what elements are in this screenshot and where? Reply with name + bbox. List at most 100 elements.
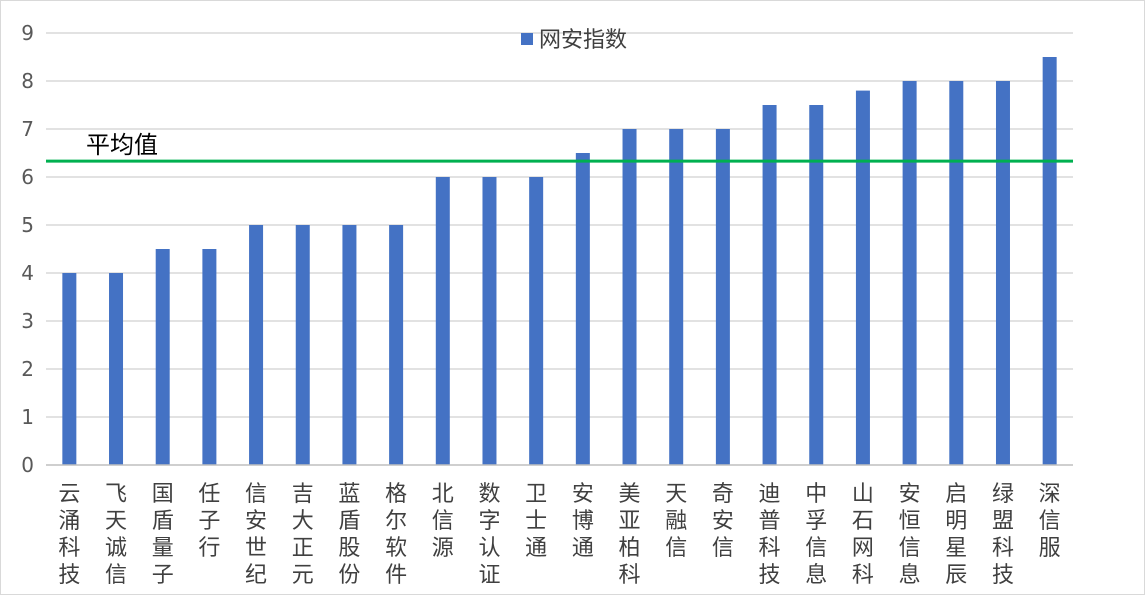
category-label-char: 融: [665, 509, 687, 534]
bar: [435, 177, 450, 465]
category-label-char: 恒: [899, 509, 921, 534]
category-label-char: 数: [478, 482, 500, 507]
category-label-char: 辰: [945, 563, 967, 588]
bar: [389, 225, 404, 465]
category-label-char: 正: [292, 536, 314, 561]
category-label-char: 云: [58, 482, 80, 507]
bar: [482, 177, 497, 465]
bar: [949, 81, 964, 465]
category-label-char: 安: [572, 482, 594, 507]
category-label-char: 科: [992, 536, 1014, 561]
category-label-char: 科: [619, 563, 641, 588]
y-tick-label: 6: [21, 165, 34, 189]
category-label-char: 子: [198, 509, 220, 534]
category-label-char: 子: [152, 563, 174, 588]
category-label-char: 任: [198, 482, 220, 507]
category-label-char: 源: [432, 536, 454, 561]
category-label-char: 技: [58, 563, 80, 588]
category-label-char: 元: [292, 563, 314, 588]
bar: [622, 129, 637, 465]
bar: [669, 129, 684, 465]
category-label-char: 技: [992, 563, 1014, 588]
y-tick-label: 9: [21, 21, 34, 45]
category-label-char: 美: [619, 482, 641, 507]
category-label-char: 柏: [619, 536, 641, 561]
category-label-char: 蓝: [338, 482, 360, 507]
category-label-char: 博: [572, 509, 594, 534]
category-label-char: 世: [245, 536, 267, 561]
bar: [249, 225, 264, 465]
category-label-char: 启: [945, 482, 967, 507]
y-tick-label: 1: [21, 405, 34, 429]
category-label-char: 信: [1039, 509, 1061, 534]
category-label-char: 信: [899, 536, 921, 561]
bar: [155, 249, 170, 465]
y-tick-label: 5: [21, 213, 34, 237]
category-label-char: 安: [712, 509, 734, 534]
category-label-char: 奇: [712, 482, 734, 507]
bar: [995, 81, 1010, 465]
category-label-char: 件: [385, 563, 407, 588]
category-label-char: 息: [805, 563, 827, 588]
category-label-char: 安: [899, 482, 921, 507]
bar: [295, 225, 310, 465]
bar: [809, 105, 824, 465]
gridlines: [46, 32, 1073, 418]
category-label-char: 尔: [385, 509, 407, 534]
category-label-char: 山: [852, 482, 874, 507]
category-label-char: 吉: [292, 482, 314, 507]
bars: [62, 57, 1057, 465]
legend-swatch: [521, 33, 533, 45]
y-tick-label: 4: [21, 261, 34, 285]
y-tick-label: 8: [21, 69, 34, 93]
category-label-char: 星: [945, 536, 967, 561]
average-line-group: 平均值: [46, 131, 1073, 163]
category-label-char: 格: [385, 482, 407, 507]
category-label-char: 信: [105, 563, 127, 588]
category-label-char: 证: [478, 563, 500, 588]
legend: 网安指数: [521, 28, 627, 53]
category-label-char: 天: [665, 482, 687, 507]
average-line-label: 平均值: [86, 131, 158, 159]
category-label-char: 孚: [805, 509, 827, 534]
category-label-char: 科: [759, 536, 781, 561]
category-label-char: 诚: [105, 536, 127, 561]
category-label-char: 通: [572, 536, 594, 561]
category-label-char: 信: [665, 536, 687, 561]
category-label-char: 中: [805, 482, 827, 507]
category-label-char: 息: [899, 563, 921, 588]
bar: [62, 273, 77, 465]
y-axis-ticks: 0 1 2 3 4 5 6 7 8 9: [21, 21, 34, 477]
category-label-char: 飞: [105, 482, 127, 507]
category-label-char: 份: [338, 563, 360, 588]
category-label-char: 盾: [338, 509, 360, 534]
category-label-char: 服: [1039, 536, 1061, 561]
bar: [762, 105, 777, 465]
category-label-char: 迪: [759, 482, 781, 507]
bar: [855, 90, 870, 465]
category-label-char: 士: [525, 509, 547, 534]
category-label-char: 行: [198, 536, 220, 561]
category-label-char: 信: [245, 482, 267, 507]
category-label-char: 天: [105, 509, 127, 534]
bar: [715, 129, 730, 465]
bar: [202, 249, 217, 465]
category-label-char: 北: [432, 482, 454, 507]
category-label-char: 科: [852, 563, 874, 588]
category-label-char: 量: [152, 536, 174, 561]
bar: [575, 153, 590, 465]
category-label-char: 网: [852, 536, 874, 561]
category-label-char: 盾: [152, 509, 174, 534]
category-label-char: 大: [292, 509, 314, 534]
category-label-char: 信: [712, 536, 734, 561]
category-label-char: 卫: [525, 482, 547, 507]
bar: [1042, 57, 1057, 465]
bar: [109, 273, 124, 465]
category-label-char: 亚: [619, 509, 641, 534]
y-tick-label: 7: [21, 117, 34, 141]
bar: [342, 225, 357, 465]
category-label-char: 安: [245, 509, 267, 534]
category-label-char: 深: [1039, 482, 1061, 507]
category-label-char: 软: [385, 536, 407, 561]
